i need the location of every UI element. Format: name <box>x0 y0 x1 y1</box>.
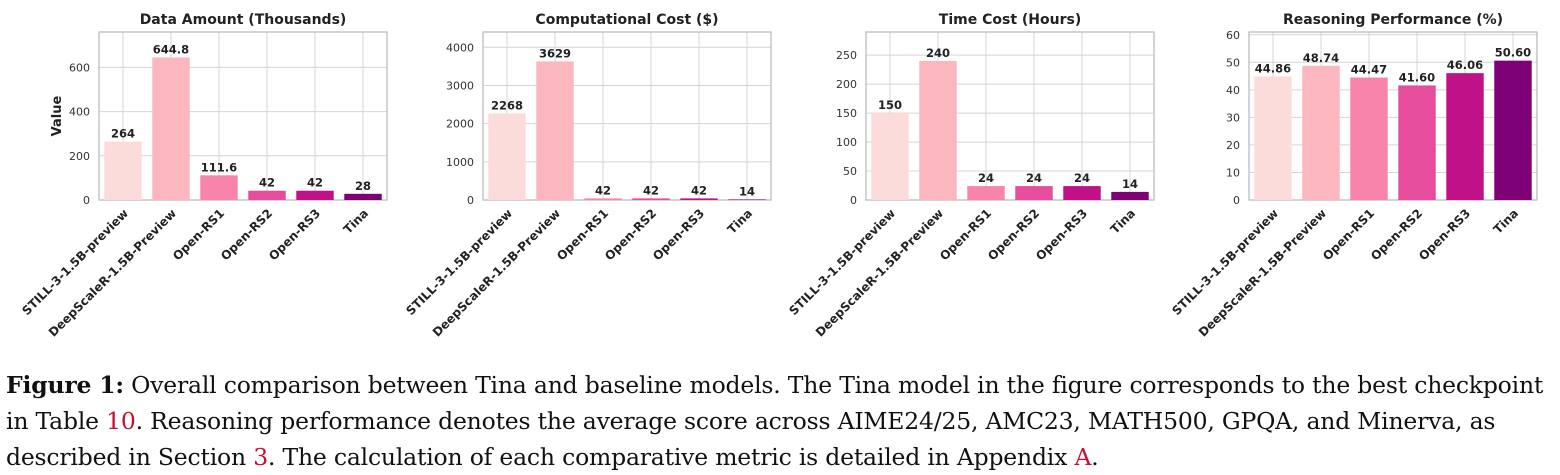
appendix-reference-link[interactable]: A <box>1074 443 1092 471</box>
bar-value-label: 264 <box>111 127 135 141</box>
y-tick-label: 50 <box>843 165 857 178</box>
bar-value-label: 42 <box>259 176 275 190</box>
y-tick-label: 0 <box>1233 194 1240 207</box>
figure-caption: Figure 1: Overall comparison between Tin… <box>6 367 1556 475</box>
bar-value-label: 44.86 <box>1255 61 1291 75</box>
y-tick-label: 100 <box>836 136 857 149</box>
caption-text-1: Overall comparison between Tina and base… <box>6 371 1544 435</box>
table-reference-link[interactable]: 10 <box>106 407 136 435</box>
bar-value-label: 111.6 <box>201 160 237 174</box>
y-tick-label: 30 <box>1226 111 1240 124</box>
y-tick-label: 2000 <box>446 118 474 131</box>
chart-title: Data Amount (Thousands) <box>140 12 347 28</box>
bar-value-label: 24 <box>1074 171 1090 185</box>
x-tick-label: Open-RS3 <box>266 206 323 263</box>
bar <box>584 198 622 200</box>
x-tick-label: Tina <box>1491 206 1521 236</box>
bar <box>1063 186 1101 200</box>
bar <box>632 198 670 200</box>
bar-value-label: 41.60 <box>1399 70 1435 84</box>
y-tick-label: 10 <box>1226 166 1240 179</box>
bar <box>680 198 718 200</box>
bar <box>967 186 1005 200</box>
bar <box>919 60 957 201</box>
y-tick-label: 4000 <box>446 41 474 54</box>
bar-value-label: 50.60 <box>1495 46 1531 60</box>
bar-value-label: 48.74 <box>1303 51 1339 65</box>
bar-value-label: 644.8 <box>153 42 189 56</box>
y-tick-label: 0 <box>467 194 474 207</box>
bar <box>344 193 382 200</box>
bar-value-label: 3629 <box>539 46 571 60</box>
figure-charts: Data Amount (Thousands) 0 200 400 600 Value 26… <box>19 12 1538 340</box>
y-tick-label: 0 <box>83 194 90 207</box>
y-tick-label: 600 <box>69 61 90 74</box>
caption-label: Figure 1: <box>6 371 124 399</box>
bar <box>248 190 286 200</box>
y-tick-label: 60 <box>1226 29 1240 42</box>
x-tick-label: Open-RS3 <box>1416 206 1473 263</box>
x-tick-label: Tina <box>1108 206 1138 236</box>
bar <box>1398 85 1436 200</box>
axes-frame <box>482 31 772 201</box>
bar-value-label: 2268 <box>491 98 523 112</box>
bar <box>200 175 238 200</box>
bar <box>1494 60 1532 200</box>
y-axis-label: Value <box>50 95 65 136</box>
bar <box>1446 73 1484 200</box>
x-tick-label: Tina <box>341 206 371 236</box>
bar-value-label: 24 <box>978 171 994 185</box>
bar <box>1254 76 1292 200</box>
bar-value-label: 42 <box>595 183 611 197</box>
axes-frame <box>865 31 1155 201</box>
y-tick-label: 200 <box>836 78 857 91</box>
y-tick-label: 0 <box>850 194 857 207</box>
bar <box>152 57 190 200</box>
bar <box>104 141 142 200</box>
chart-title: Reasoning Performance (%) <box>1283 12 1503 28</box>
bar <box>488 113 526 200</box>
bar-value-label: 240 <box>926 46 950 60</box>
y-tick-label: 150 <box>836 107 857 120</box>
bar <box>1350 77 1388 200</box>
axes-frame <box>98 31 388 201</box>
bar <box>728 199 766 200</box>
y-tick-label: 40 <box>1226 84 1240 97</box>
caption-text-4: . <box>1091 443 1099 471</box>
bar <box>1302 65 1340 200</box>
x-tick-label: Tina <box>725 206 755 236</box>
bar-value-label: 42 <box>691 183 707 197</box>
y-tick-label: 200 <box>69 150 90 163</box>
caption-text-3: . The calculation of each comparative me… <box>267 443 1075 471</box>
x-tick-label: Open-RS3 <box>1033 206 1090 263</box>
bar-value-label: 150 <box>878 98 902 112</box>
y-tick-label: 1000 <box>446 156 474 169</box>
bar-value-label: 44.47 <box>1351 63 1387 77</box>
y-tick-label: 3000 <box>446 79 474 92</box>
bar <box>536 61 574 200</box>
chart-title: Computational Cost ($) <box>535 12 718 28</box>
bar-value-label: 14 <box>1122 177 1138 191</box>
bar <box>871 113 909 200</box>
bar-value-label: 14 <box>739 184 755 198</box>
bar-value-label: 28 <box>355 179 371 193</box>
y-tick-label: 20 <box>1226 139 1240 152</box>
y-tick-label: 250 <box>836 49 857 62</box>
bar-value-label: 42 <box>643 183 659 197</box>
x-tick-label: Open-RS3 <box>650 206 707 263</box>
bar <box>1015 186 1053 200</box>
y-tick-label: 400 <box>69 106 90 119</box>
section-reference-link[interactable]: 3 <box>253 443 268 471</box>
caption-text-2: . Reasoning performance denotes the aver… <box>6 407 1496 471</box>
y-tick-label: 50 <box>1226 56 1240 69</box>
bar-value-label: 42 <box>307 176 323 190</box>
bar <box>296 190 334 200</box>
chart-title: Time Cost (Hours) <box>939 12 1081 28</box>
axes-frame <box>1248 31 1538 201</box>
bar-value-label: 24 <box>1026 171 1042 185</box>
bar <box>1111 191 1149 200</box>
bar-value-label: 46.06 <box>1447 58 1483 72</box>
